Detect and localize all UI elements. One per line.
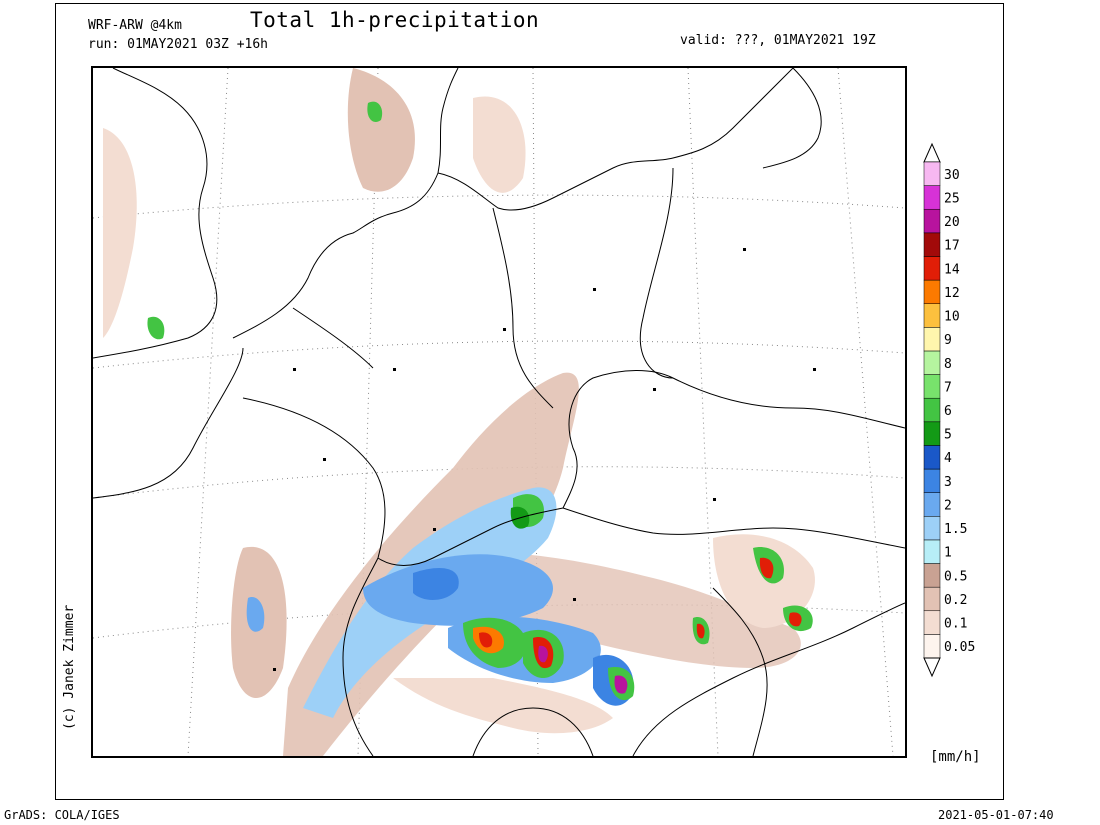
- legend-swatch: [923, 232, 941, 257]
- precipitation-map: [91, 66, 907, 758]
- legend-swatch: [923, 374, 941, 399]
- legend-arrow-bottom: [923, 657, 941, 678]
- legend-arrow-top: [923, 142, 941, 163]
- legend-tick-label: 1.5: [944, 522, 967, 537]
- legend-tick-label: 30: [944, 168, 960, 183]
- legend-swatch: [923, 421, 941, 446]
- legend-tick-label: 0.2: [944, 593, 967, 608]
- legend-tick-label: 0.1: [944, 617, 967, 632]
- model-label: WRF-ARW @4km: [88, 18, 182, 33]
- legend-swatch: [923, 208, 941, 234]
- legend-swatch: [923, 303, 941, 328]
- legend-tick-label: 0.5: [944, 569, 967, 584]
- valid-time-label: valid: ???, 01MAY2021 19Z: [680, 33, 876, 48]
- coastlines-borders: [93, 68, 905, 756]
- legend-swatch: [923, 610, 941, 635]
- legend-swatch: [923, 350, 941, 375]
- legend-tick-label: 2: [944, 498, 952, 513]
- legend-tick-label: 14: [944, 262, 960, 277]
- legend-tick-label: 3: [944, 475, 952, 490]
- legend-tick-label: 5: [944, 428, 952, 443]
- legend-tick-label: 7: [944, 380, 952, 395]
- footer-timestamp: 2021-05-01-07:40: [938, 808, 1054, 822]
- legend-tick-label: 10: [944, 310, 960, 325]
- plot-frame: [55, 3, 1004, 800]
- city-markers: [273, 248, 816, 671]
- legend-tick-label: 0.05: [944, 640, 975, 655]
- legend-swatch: [923, 185, 941, 210]
- legend-swatch: [923, 161, 941, 186]
- run-label: run: 01MAY2021 03Z +16h: [88, 37, 269, 52]
- legend-tick-label: 1: [944, 546, 952, 561]
- legend-swatch: [923, 327, 941, 352]
- legend-swatch: [923, 563, 941, 588]
- credit-label: (c) Janek Zimmer: [62, 604, 77, 730]
- units-label: [mm/h]: [930, 749, 981, 765]
- legend-swatch: [923, 634, 941, 659]
- legend-swatch: [923, 397, 941, 423]
- legend-swatch: [923, 586, 941, 612]
- legend-swatch: [923, 492, 941, 517]
- legend-swatch: [923, 539, 941, 564]
- legend-tick-label: 8: [944, 357, 952, 372]
- legend-tick-label: 12: [944, 286, 960, 301]
- legend-swatch: [923, 468, 941, 493]
- legend-swatch: [923, 445, 941, 470]
- precip-heavy: [147, 101, 813, 701]
- color-legend: 0.05 0.1 0.2 0.5 1 1.5 2 3 4 5 6 7 8 9 10 12 14 17 20 25 30: [922, 140, 1012, 680]
- footer-software: GrADS: COLA/IGES: [4, 808, 120, 822]
- legend-canvas: 0.05 0.1 0.2 0.5 1 1.5 2 3 4 5 6 7 8 9 10 12 14 17 20 25 30: [923, 142, 975, 678]
- legend-tick-label: 20: [944, 215, 960, 230]
- legend-swatch: [923, 256, 941, 281]
- page-title: Total 1h-precipitation: [250, 8, 540, 32]
- legend-swatch: [923, 279, 941, 304]
- legend-tick-label: 25: [944, 191, 960, 206]
- legend-tick-label: 6: [944, 404, 952, 419]
- legend-swatch: [923, 516, 941, 541]
- legend-tick-label: 4: [944, 451, 952, 466]
- legend-tick-label: 17: [944, 239, 960, 254]
- legend-tick-label: 9: [944, 333, 952, 348]
- map-canvas: [93, 68, 905, 756]
